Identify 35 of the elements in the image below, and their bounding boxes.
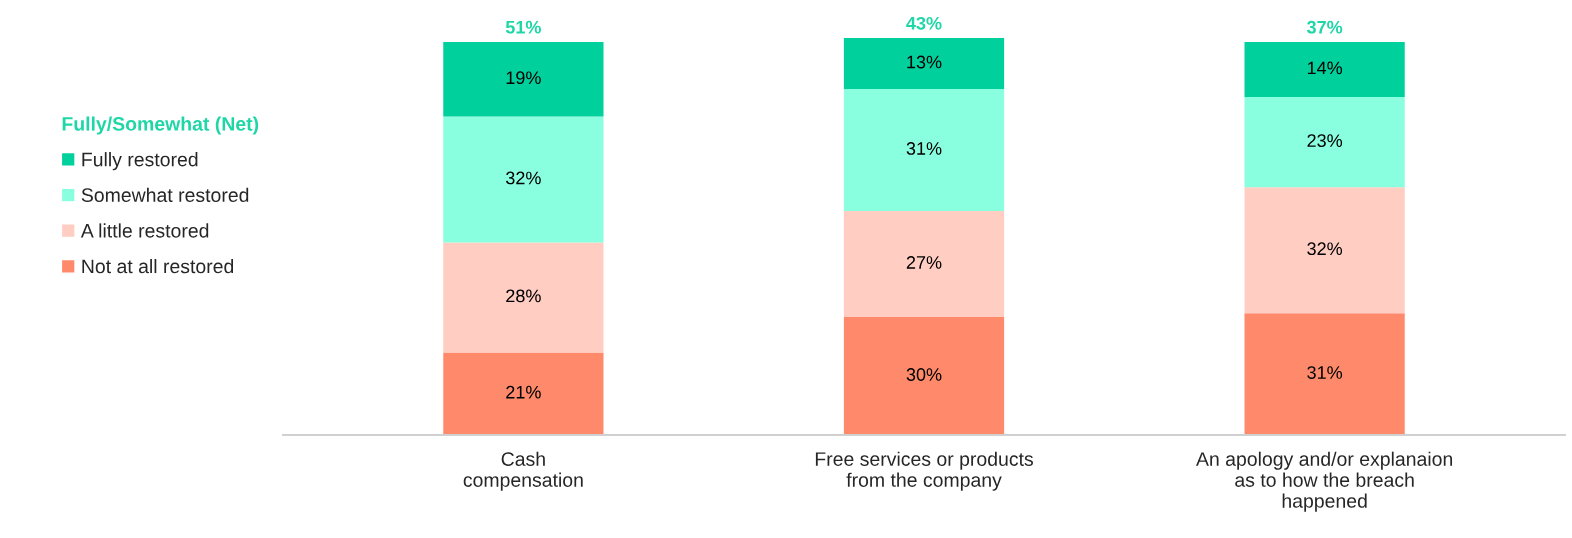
bar [443, 41, 604, 117]
bar [1244, 96, 1405, 188]
bar [843, 210, 1005, 318]
legend-title: Fully/Somewhat (Net) [62, 116, 259, 135]
legend-label: Fully restored [82, 152, 198, 171]
data-label: 13% [907, 55, 942, 69]
x-tick-label: An apology and/or explanaion as to how the breach happened [1196, 451, 1453, 512]
bar [1244, 41, 1405, 97]
data-label: 27% [906, 256, 942, 269]
data-label: 19% [506, 71, 541, 85]
data-label: 14% [1307, 61, 1343, 75]
bar [443, 116, 604, 243]
data-label: 28% [506, 289, 541, 303]
x-tick-label: Free services or products from the company [815, 451, 1033, 491]
data-label: 30% [906, 368, 942, 381]
data-label: 23% [1307, 134, 1343, 148]
data-label: 32% [1307, 242, 1343, 256]
annotation: 37% [1306, 20, 1343, 34]
legend-label: Somewhat restored [81, 187, 249, 203]
legend-label: Not at all restored [82, 258, 234, 274]
bar [843, 317, 1005, 435]
bar [1244, 313, 1405, 435]
data-label: 21% [506, 385, 541, 399]
bar [443, 352, 604, 435]
x-tick-label: Cash compensation [463, 451, 583, 491]
annotation: 51% [505, 20, 541, 34]
data-label: 31% [1307, 366, 1343, 379]
legend-label: A little restored [80, 223, 209, 238]
bar [843, 89, 1005, 211]
bar [1244, 187, 1405, 314]
bar [443, 242, 604, 353]
data-label: 32% [506, 171, 541, 185]
bar [843, 38, 1005, 90]
data-label: 31% [906, 142, 942, 155]
annotation: 43% [906, 16, 942, 30]
